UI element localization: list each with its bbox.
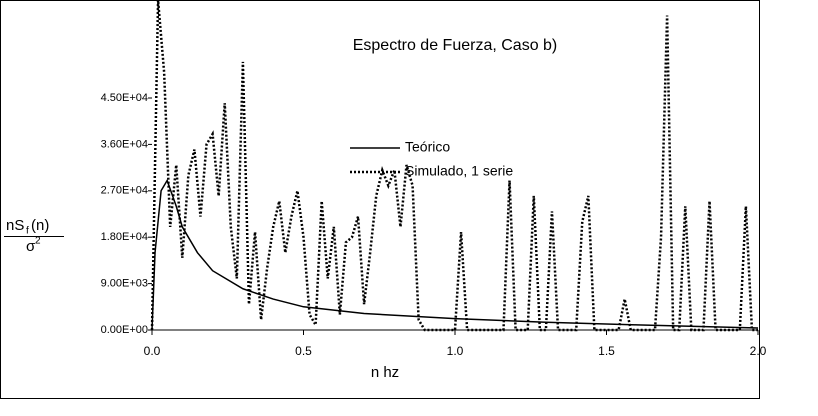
y-tick-label: 0.00E+00 bbox=[101, 324, 148, 336]
y-label-part: f bbox=[26, 226, 29, 237]
y-label-part: 2 bbox=[35, 236, 41, 247]
y-axis-label: nS f (n) σ 2 bbox=[4, 217, 64, 255]
x-tick-label: 2.0 bbox=[750, 344, 767, 358]
x-tick-label: 0.0 bbox=[144, 344, 161, 358]
y-tick-label: 4.50E+04 bbox=[101, 92, 148, 104]
legend-label: Teórico bbox=[405, 139, 450, 155]
y-label-part: (n) bbox=[31, 217, 49, 234]
x-tick-label: 1.0 bbox=[447, 344, 464, 358]
x-tick-label: 1.5 bbox=[598, 344, 615, 358]
y-tick-label: 1.80E+04 bbox=[101, 231, 148, 243]
x-axis-label: n hz bbox=[371, 364, 399, 381]
series-line bbox=[151, 178, 759, 331]
y-label-part: nS bbox=[6, 217, 24, 234]
y-label-part: σ bbox=[26, 238, 36, 255]
y-tick-label: 3.60E+04 bbox=[101, 138, 148, 150]
series-line bbox=[150, 0, 758, 332]
chart-title: Espectro de Fuerza, Caso b) bbox=[353, 37, 558, 54]
chart-frame bbox=[0, 0, 760, 399]
x-tick-label: 0.5 bbox=[295, 344, 312, 358]
y-tick-label: 2.70E+04 bbox=[101, 185, 148, 197]
legend-label: Simulado, 1 serie bbox=[405, 163, 513, 179]
y-tick-label: 9.00E+03 bbox=[101, 278, 148, 290]
